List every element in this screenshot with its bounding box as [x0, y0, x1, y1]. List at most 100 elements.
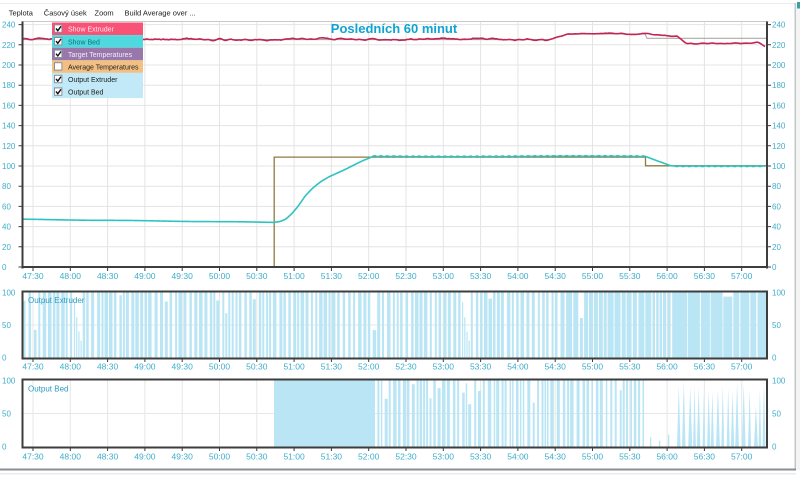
- svg-text:48:30: 48:30: [97, 271, 119, 281]
- svg-text:48:00: 48:00: [60, 452, 82, 462]
- svg-text:55:00: 55:00: [582, 271, 604, 281]
- svg-text:54:00: 54:00: [507, 452, 529, 462]
- svg-text:80: 80: [772, 182, 781, 191]
- svg-text:0: 0: [772, 443, 777, 452]
- svg-text:51:30: 51:30: [321, 452, 343, 462]
- svg-text:120: 120: [2, 142, 16, 151]
- svg-text:54:30: 54:30: [545, 271, 567, 281]
- svg-text:50: 50: [772, 410, 781, 419]
- svg-text:40: 40: [2, 223, 11, 232]
- svg-text:220: 220: [772, 41, 786, 50]
- svg-text:53:00: 53:00: [433, 362, 455, 372]
- svg-text:56:00: 56:00: [656, 271, 678, 281]
- svg-text:Output Extruder: Output Extruder: [28, 296, 85, 305]
- svg-text:140: 140: [772, 122, 786, 131]
- svg-text:48:00: 48:00: [60, 271, 82, 281]
- svg-text:50:00: 50:00: [209, 452, 231, 462]
- svg-text:Posledních 60 minut: Posledních 60 minut: [331, 21, 458, 36]
- svg-text:52:30: 52:30: [395, 271, 417, 281]
- svg-text:Target Temperatures: Target Temperatures: [68, 52, 133, 59]
- svg-text:49:30: 49:30: [172, 271, 194, 281]
- svg-text:52:30: 52:30: [395, 362, 417, 372]
- svg-text:49:00: 49:00: [134, 271, 156, 281]
- svg-text:54:00: 54:00: [507, 362, 529, 372]
- svg-text:53:30: 53:30: [470, 452, 492, 462]
- svg-text:50:30: 50:30: [246, 452, 268, 462]
- svg-text:200: 200: [772, 61, 786, 70]
- svg-text:54:30: 54:30: [545, 362, 567, 372]
- svg-text:50:00: 50:00: [209, 271, 231, 281]
- svg-text:0: 0: [772, 354, 777, 363]
- svg-text:Časový úsek: Časový úsek: [44, 8, 87, 17]
- svg-text:49:00: 49:00: [134, 452, 156, 462]
- svg-text:50:30: 50:30: [246, 362, 268, 372]
- svg-text:Show Bed: Show Bed: [68, 39, 100, 46]
- svg-text:49:30: 49:30: [172, 362, 194, 372]
- svg-text:53:00: 53:00: [433, 271, 455, 281]
- svg-text:51:30: 51:30: [321, 362, 343, 372]
- svg-text:220: 220: [2, 41, 16, 50]
- svg-text:55:30: 55:30: [619, 452, 641, 462]
- svg-text:Output Extruder: Output Extruder: [68, 77, 118, 84]
- svg-text:60: 60: [2, 202, 11, 211]
- svg-text:20: 20: [2, 243, 11, 252]
- svg-text:50: 50: [772, 321, 781, 330]
- svg-text:50:30: 50:30: [246, 271, 268, 281]
- svg-text:47:30: 47:30: [22, 362, 44, 372]
- svg-text:160: 160: [2, 101, 16, 110]
- svg-text:49:00: 49:00: [134, 362, 156, 372]
- svg-text:Show Extruder: Show Extruder: [68, 27, 115, 34]
- svg-text:240: 240: [772, 21, 786, 30]
- svg-text:100: 100: [2, 377, 16, 386]
- svg-text:56:00: 56:00: [656, 452, 678, 462]
- svg-text:180: 180: [2, 81, 16, 90]
- svg-text:100: 100: [2, 289, 16, 298]
- svg-text:53:30: 53:30: [470, 362, 492, 372]
- svg-text:55:30: 55:30: [619, 362, 641, 372]
- svg-text:52:30: 52:30: [395, 452, 417, 462]
- svg-text:40: 40: [772, 223, 781, 232]
- svg-text:51:00: 51:00: [283, 452, 305, 462]
- svg-text:57:00: 57:00: [731, 452, 753, 462]
- svg-text:20: 20: [772, 243, 781, 252]
- svg-text:51:00: 51:00: [283, 362, 305, 372]
- svg-text:55:00: 55:00: [582, 452, 604, 462]
- svg-text:Output Bed: Output Bed: [68, 90, 104, 97]
- svg-text:100: 100: [2, 162, 16, 171]
- svg-text:47:30: 47:30: [22, 452, 44, 462]
- svg-text:51:30: 51:30: [321, 271, 343, 281]
- svg-text:57:00: 57:00: [731, 362, 753, 372]
- svg-text:240: 240: [2, 21, 16, 30]
- svg-text:48:30: 48:30: [97, 452, 119, 462]
- svg-text:180: 180: [772, 81, 786, 90]
- svg-text:60: 60: [772, 202, 781, 211]
- svg-text:48:30: 48:30: [97, 362, 119, 372]
- svg-text:0: 0: [2, 443, 7, 452]
- svg-text:Teplota: Teplota: [9, 8, 34, 17]
- svg-text:200: 200: [2, 61, 16, 70]
- svg-text:100: 100: [772, 289, 786, 298]
- svg-text:52:00: 52:00: [358, 362, 380, 372]
- svg-text:56:30: 56:30: [694, 362, 716, 372]
- svg-text:56:00: 56:00: [656, 362, 678, 372]
- svg-text:50: 50: [2, 410, 11, 419]
- svg-text:80: 80: [2, 182, 11, 191]
- svg-text:56:30: 56:30: [694, 452, 716, 462]
- svg-text:0: 0: [772, 263, 777, 272]
- svg-text:51:00: 51:00: [283, 271, 305, 281]
- svg-text:55:00: 55:00: [582, 362, 604, 372]
- svg-text:57:00: 57:00: [731, 271, 753, 281]
- svg-text:47:30: 47:30: [22, 271, 44, 281]
- svg-text:100: 100: [772, 377, 786, 386]
- svg-text:50: 50: [2, 321, 11, 330]
- svg-text:Build Average over ...: Build Average over ...: [125, 8, 196, 17]
- svg-text:Zoom: Zoom: [95, 8, 114, 17]
- svg-text:52:00: 52:00: [358, 271, 380, 281]
- svg-text:52:00: 52:00: [358, 452, 380, 462]
- svg-text:50:00: 50:00: [209, 362, 231, 372]
- svg-text:Output Bed: Output Bed: [28, 385, 68, 394]
- svg-text:48:00: 48:00: [60, 362, 82, 372]
- svg-text:49:30: 49:30: [172, 452, 194, 462]
- svg-text:54:00: 54:00: [507, 271, 529, 281]
- svg-text:100: 100: [772, 162, 786, 171]
